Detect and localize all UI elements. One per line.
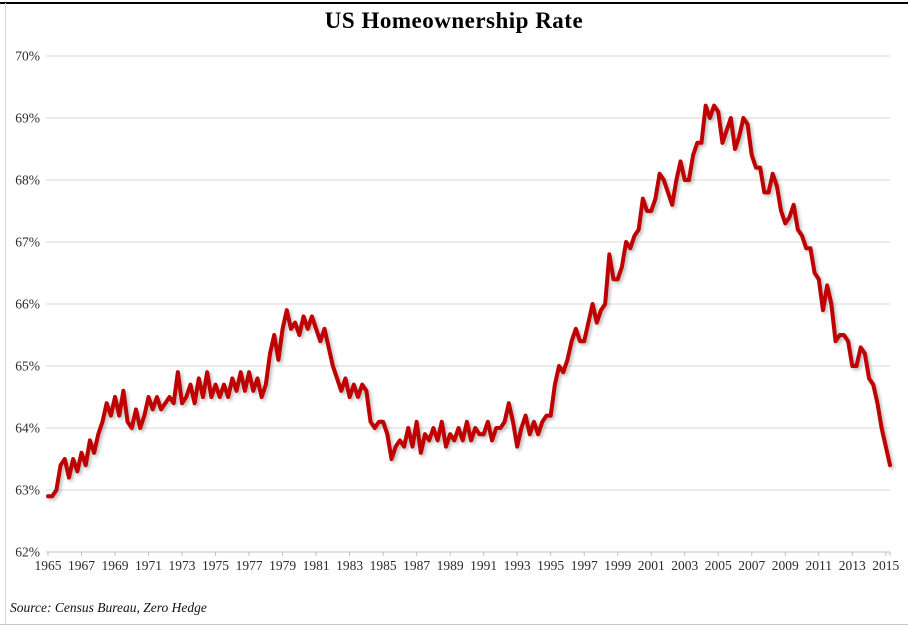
x-axis-label-2013: 2013 [839, 558, 866, 573]
series-group [46, 103, 892, 499]
x-axis-label-1989: 1989 [437, 558, 464, 573]
x-axis-label-1999: 1999 [604, 558, 631, 573]
x-axis-label-1981: 1981 [303, 558, 330, 573]
x-axis-label-2005: 2005 [705, 558, 732, 573]
y-axis-label-63%: 63% [15, 483, 40, 498]
gridlines-group [46, 55, 890, 553]
x-axis-labels-group: 1965 1967 1969 1971 1973 1975 1977 1979 1981 1983… [35, 558, 900, 573]
x-axis-label-2001: 2001 [638, 558, 665, 573]
x-axis-label-2015: 2015 [872, 558, 899, 573]
top-border-rule [0, 2, 908, 4]
y-axis-label-67%: 67% [15, 235, 40, 250]
x-axis-label-2011: 2011 [806, 558, 833, 573]
y-axis-label-65%: 65% [15, 359, 40, 374]
x-axis-label-1987: 1987 [403, 558, 430, 573]
x-axis-label-1995: 1995 [537, 558, 564, 573]
x-axis-label-1991: 1991 [470, 558, 497, 573]
x-axis-label-1965: 1965 [35, 558, 62, 573]
y-axis-label-66%: 66% [15, 297, 40, 312]
source-note: Source: Census Bureau, Zero Hedge [10, 600, 207, 615]
x-axis-label-1969: 1969 [102, 558, 129, 573]
y-axis-label-64%: 64% [15, 421, 40, 436]
y-axis-label-68%: 68% [15, 173, 40, 188]
x-axis-label-1983: 1983 [336, 558, 363, 573]
y-axis-label-69%: 69% [15, 111, 40, 126]
x-axis-label-1979: 1979 [269, 558, 296, 573]
y-axis-labels-group: 62% 63% 64% 65% 66% 67% 68% 69% 70% [15, 49, 40, 560]
homeownership-rate-line [46, 103, 892, 499]
x-axis-label-1975: 1975 [202, 558, 229, 573]
y-axis-label-62%: 62% [15, 545, 40, 560]
x-axis-label-2007: 2007 [738, 558, 765, 573]
y-axis-label-70%: 70% [15, 49, 40, 64]
x-axis-label-2003: 2003 [671, 558, 698, 573]
x-axis-label-1985: 1985 [370, 558, 397, 573]
chart-title: US Homeownership Rate [324, 8, 584, 33]
bottom-border-rule [0, 624, 908, 625]
x-axis-label-1973: 1973 [169, 558, 196, 573]
x-axis-label-1993: 1993 [504, 558, 531, 573]
x-axis-label-1967: 1967 [68, 558, 95, 573]
left-border-rule [5, 3, 6, 625]
x-axis-label-1977: 1977 [236, 558, 263, 573]
x-axis-label-2009: 2009 [772, 558, 799, 573]
axis-ticks-group [47, 552, 891, 556]
x-axis-label-1971: 1971 [135, 558, 162, 573]
x-axis-label-1997: 1997 [571, 558, 598, 573]
